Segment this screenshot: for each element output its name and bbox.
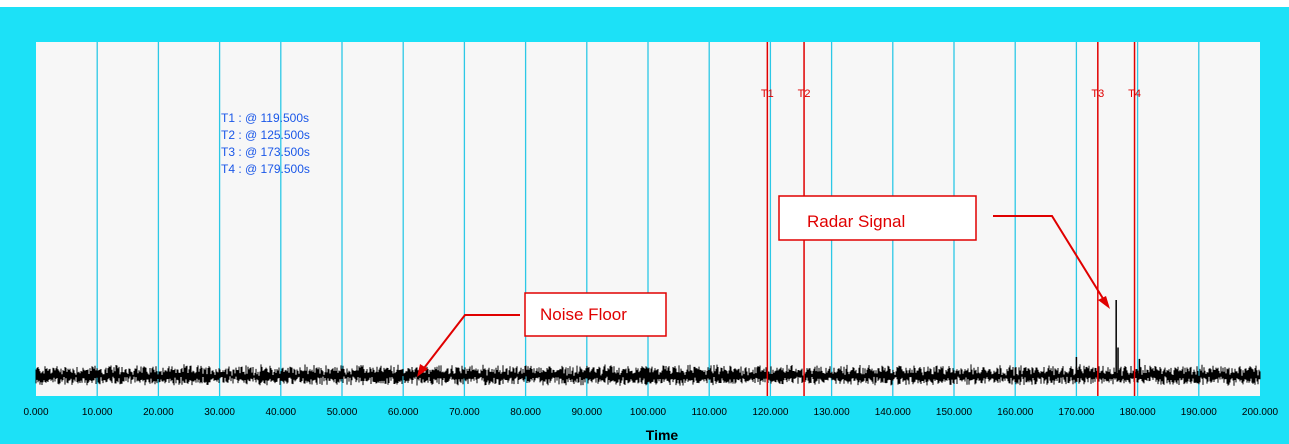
grid-lines — [96, 42, 1200, 396]
x-tick-label-13: 130.000 — [814, 407, 851, 418]
noise-floor-trace — [35, 364, 1261, 386]
noise-floor-label: Noise Floor — [540, 305, 627, 324]
cursor-readouts: T1 : @ 119.500s T2 : @ 125.500s T3 : @ 1… — [221, 111, 310, 176]
x-tick-label-10: 100.000 — [630, 407, 667, 418]
x-tick-label-19: 190.000 — [1181, 407, 1218, 418]
readout-t3: T3 : @ 173.500s — [221, 145, 310, 159]
noise-floor-annotation: Noise Floor — [417, 292, 667, 377]
x-tick-label-16: 160.000 — [997, 407, 1034, 418]
x-tick-label-11: 110.000 — [691, 407, 727, 418]
signal-trace — [35, 300, 1261, 386]
x-tick-label-9: 90.000 — [572, 407, 603, 418]
noise-floor-arrowhead — [417, 364, 428, 377]
cursor-label-t2: T2 — [798, 88, 811, 100]
x-tick-label-18: 180.000 — [1120, 407, 1157, 418]
readout-t1: T1 : @ 119.500s — [221, 111, 309, 125]
cursor-label-t1: T1 — [761, 88, 774, 100]
cursor-label-t3: T3 — [1091, 88, 1104, 100]
x-tick-label-12: 120.000 — [752, 407, 789, 418]
x-tick-label-1: 10.000 — [82, 407, 113, 418]
x-tick-label-4: 40.000 — [266, 407, 297, 418]
x-tick-label-7: 70.000 — [449, 407, 480, 418]
readout-t2: T2 : @ 125.500s — [221, 128, 310, 142]
cursor-t3[interactable]: T3 — [1091, 42, 1104, 396]
radar-signal-label: Radar Signal — [807, 212, 905, 231]
cursor-label-t4: T4 — [1128, 88, 1141, 100]
cursor-t4[interactable]: T4 — [1128, 42, 1141, 396]
radar-signal-box — [778, 195, 977, 241]
noise-floor-box — [524, 292, 667, 337]
x-tick-label-17: 170.000 — [1058, 407, 1095, 418]
radar-signal-arrowhead — [1098, 296, 1110, 309]
x-tick-label-3: 30.000 — [204, 407, 235, 418]
cursor-t1[interactable]: T1 — [761, 42, 774, 396]
x-tick-label-20: 200.000 — [1242, 407, 1279, 418]
x-tick-label-15: 150.000 — [936, 407, 973, 418]
x-tick-label-5: 50.000 — [327, 407, 358, 418]
radar-signal-annotation: Radar Signal — [778, 195, 1110, 309]
x-tick-label-0: 0.000 — [23, 407, 48, 418]
readout-t4: T4 : @ 179.500s — [221, 162, 310, 176]
x-tick-label-2: 20.000 — [143, 407, 174, 418]
x-tick-label-6: 60.000 — [388, 407, 419, 418]
noise-floor-arrow — [420, 314, 520, 373]
x-axis-label: Time — [646, 427, 679, 443]
x-axis-ticks: 0.000 10.000 20.000 30.000 40.000 50.000 60.00… — [23, 407, 1278, 418]
radar-signal-arrow — [993, 215, 1108, 306]
x-tick-label-14: 140.000 — [875, 407, 912, 418]
top-strip — [0, 0, 1289, 8]
cursors[interactable]: T1 T2 T3 T4 — [761, 42, 1141, 396]
x-tick-label-8: 80.000 — [510, 407, 541, 418]
